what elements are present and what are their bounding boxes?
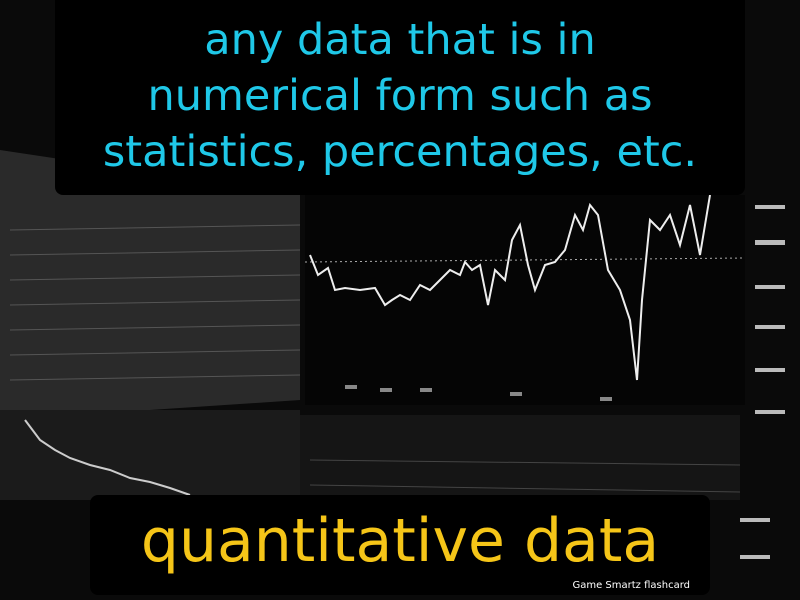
price-line	[309, 194, 711, 381]
lower-grid	[309, 459, 741, 493]
lower-left-panel	[0, 410, 300, 500]
definition-box: any data that is in numerical form such …	[55, 0, 745, 195]
table-panel	[0, 150, 300, 420]
lower-line	[24, 419, 191, 496]
definition-line: statistics, percentages, etc.	[102, 127, 698, 177]
definition-line: any data that is in	[204, 15, 596, 65]
table-rows	[9, 224, 301, 381]
reference-line	[304, 257, 746, 263]
term: quantitative data	[140, 506, 660, 576]
brand: Game Smartz flashcard	[572, 580, 690, 591]
definition-line: numerical form such as	[147, 71, 653, 121]
chart-panel	[305, 195, 745, 405]
lower-right-panel	[300, 415, 740, 500]
axis-ticks	[345, 385, 612, 401]
right-scale	[740, 205, 785, 559]
term-box: quantitative data Game Smartz flashcard	[90, 495, 710, 595]
